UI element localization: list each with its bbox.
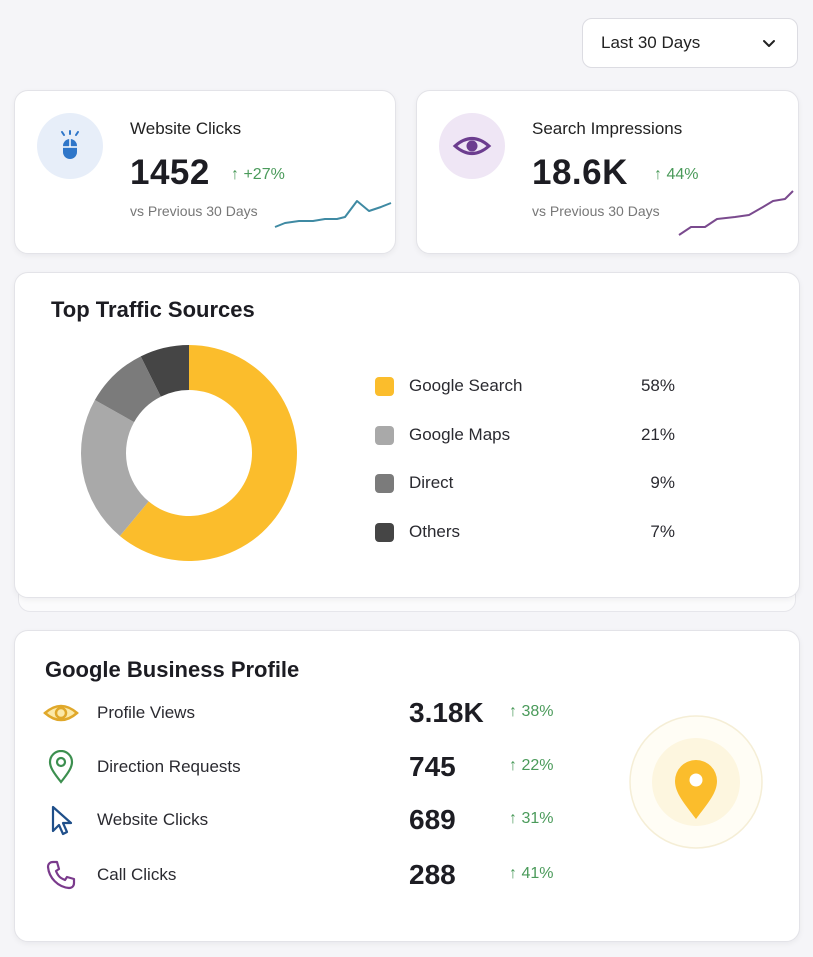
mouse-icon	[61, 130, 79, 159]
search-impressions-card: Search Impressions 18.6K ↑ 44% vs Previo…	[416, 90, 799, 254]
stat-title: Website Clicks	[130, 119, 242, 138]
legend-swatch	[375, 473, 394, 493]
gbp-row-call-clicks: Call Clicks 288 ↑ 41%	[43, 855, 603, 895]
donut-slice-direct	[94, 356, 161, 423]
legend-percent: 21%	[640, 425, 675, 444]
legend-label: Direct	[409, 473, 454, 492]
legend-percent: 58%	[640, 376, 675, 395]
stat-subtitle: vs Previous 30 Days	[130, 203, 258, 219]
date-range-select[interactable]: Last 30 Days	[582, 18, 798, 68]
google-business-profile-card: Google Business Profile Profile Views 3.…	[14, 630, 800, 942]
donut-slice-others	[140, 345, 189, 397]
legend-item: Direct 9%	[375, 470, 675, 496]
stat-title: Search Impressions	[532, 119, 683, 138]
sparkline-website-clicks	[274, 200, 392, 228]
traffic-title: Top Traffic Sources	[51, 297, 255, 322]
legend-label: Google Search	[409, 376, 523, 395]
legend-item: Google Maps 21%	[375, 422, 675, 448]
stat-change: ↑ +27%	[231, 166, 285, 183]
traffic-donut-chart	[81, 345, 297, 561]
stat-subtitle: vs Previous 30 Days	[532, 203, 660, 219]
gbp-label: Call Clicks	[97, 865, 177, 884]
stat-change: ↑ 44%	[654, 166, 699, 183]
legend-swatch	[375, 425, 394, 445]
chevron-down-icon	[763, 40, 775, 47]
gbp-title: Google Business Profile	[45, 657, 300, 682]
legend-label: Others	[409, 522, 461, 541]
legend-item: Google Search 58%	[375, 373, 675, 399]
gbp-label: Website Clicks	[97, 810, 209, 829]
cursor-icon	[43, 802, 79, 838]
eye-icon	[452, 137, 492, 155]
gbp-value: 745	[409, 751, 456, 782]
traffic-sources-card: Top Traffic Sources Google Search 58% Goog…	[14, 272, 800, 598]
phone-icon	[43, 857, 79, 893]
gbp-row-direction-requests: Direction Requests 745 ↑ 22%	[43, 747, 603, 787]
location-pin-icon	[43, 749, 79, 785]
legend-label: Google Maps	[409, 425, 511, 444]
gbp-value: 288	[409, 859, 456, 890]
gbp-value: 3.18K	[409, 697, 484, 728]
legend-swatch	[375, 522, 394, 542]
legend-swatch	[375, 376, 394, 396]
website-clicks-card: Website Clicks 1452 ↑ +27% vs Previous 3…	[14, 90, 396, 254]
map-pin-icon	[629, 715, 763, 849]
mouse-icon-badge	[37, 113, 103, 179]
gbp-change: ↑ 22%	[509, 757, 554, 774]
legend-item: Others 7%	[375, 519, 675, 545]
legend-percent: 7%	[650, 522, 675, 541]
eye-icon-badge	[439, 113, 505, 179]
stat-value: 18.6K	[532, 153, 628, 192]
gbp-row-profile-views: Profile Views 3.18K ↑ 38%	[43, 693, 603, 733]
eye-icon	[43, 695, 79, 731]
gbp-label: Profile Views	[97, 703, 195, 722]
sparkline-search-impressions	[678, 190, 794, 236]
date-range-value: Last 30 Days	[601, 33, 701, 52]
gbp-change: ↑ 38%	[509, 703, 554, 720]
gbp-row-website-clicks: Website Clicks 689 ↑ 31%	[43, 800, 603, 840]
gbp-value: 689	[409, 804, 456, 835]
legend-percent: 9%	[650, 473, 675, 492]
gbp-change: ↑ 31%	[509, 810, 554, 827]
donut-slice-google-maps	[81, 400, 149, 536]
donut-slice-google-search	[119, 345, 297, 561]
stat-value: 1452	[130, 153, 210, 192]
gbp-label: Direction Requests	[97, 757, 241, 776]
gbp-change: ↑ 41%	[509, 865, 554, 882]
